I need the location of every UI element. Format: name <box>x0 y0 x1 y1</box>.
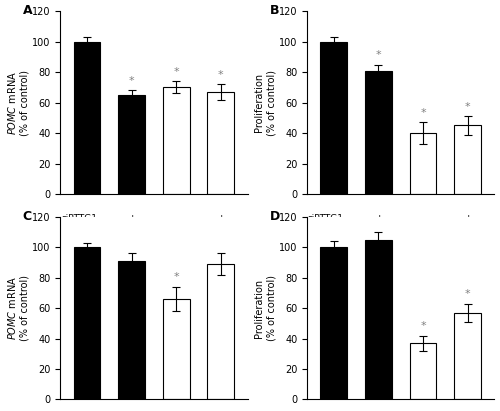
Bar <box>208 264 234 399</box>
Bar <box>454 313 481 399</box>
Text: –: – <box>332 214 336 223</box>
Y-axis label: $\it{POMC}$ mRNA
(% of control): $\it{POMC}$ mRNA (% of control) <box>6 275 29 341</box>
Text: +: + <box>464 214 471 223</box>
Text: D: D <box>270 210 280 222</box>
Bar <box>208 92 234 194</box>
Text: *: * <box>174 272 179 282</box>
Text: *: * <box>465 289 470 299</box>
Text: –: – <box>421 214 426 223</box>
Bar <box>118 95 145 194</box>
Text: *: * <box>420 321 426 331</box>
Y-axis label: $\it{POMC}$ mRNA
(% of control): $\it{POMC}$ mRNA (% of control) <box>6 69 29 136</box>
Text: *: * <box>465 102 470 112</box>
Bar <box>454 125 481 194</box>
Bar <box>320 247 347 399</box>
Bar <box>118 261 145 399</box>
Y-axis label: Proliferation
(% of control): Proliferation (% of control) <box>254 69 276 136</box>
Text: +: + <box>172 227 180 236</box>
Text: +: + <box>217 227 224 236</box>
Bar <box>365 240 392 399</box>
Text: siPTTG1: siPTTG1 <box>308 214 344 223</box>
Text: +: + <box>374 214 382 223</box>
Text: SD1029: SD1029 <box>308 227 344 236</box>
Text: –: – <box>84 227 89 236</box>
Text: *: * <box>376 50 382 60</box>
Text: –: – <box>332 227 336 236</box>
Text: –: – <box>174 214 178 223</box>
Text: +: + <box>464 227 471 236</box>
Text: *: * <box>128 76 134 86</box>
Text: *: * <box>420 108 426 118</box>
Text: siPTTG1: siPTTG1 <box>61 214 97 223</box>
Text: –: – <box>376 227 380 236</box>
Bar <box>410 133 436 194</box>
Text: *: * <box>174 67 179 77</box>
Bar <box>74 42 101 194</box>
Text: +: + <box>217 214 224 223</box>
Bar <box>320 42 347 194</box>
Text: +: + <box>128 214 136 223</box>
Bar <box>163 88 190 194</box>
Text: C: C <box>22 210 32 222</box>
Text: A: A <box>22 4 32 17</box>
Text: B: B <box>270 4 279 17</box>
Text: *: * <box>218 70 224 80</box>
Bar <box>410 343 436 399</box>
Text: –: – <box>130 227 134 236</box>
Text: SD1029: SD1029 <box>61 227 96 236</box>
Text: –: – <box>84 214 89 223</box>
Bar <box>365 71 392 194</box>
Y-axis label: Proliferation
(% of control): Proliferation (% of control) <box>254 275 276 341</box>
Bar <box>74 247 101 399</box>
Bar <box>163 299 190 399</box>
Text: +: + <box>420 227 427 236</box>
